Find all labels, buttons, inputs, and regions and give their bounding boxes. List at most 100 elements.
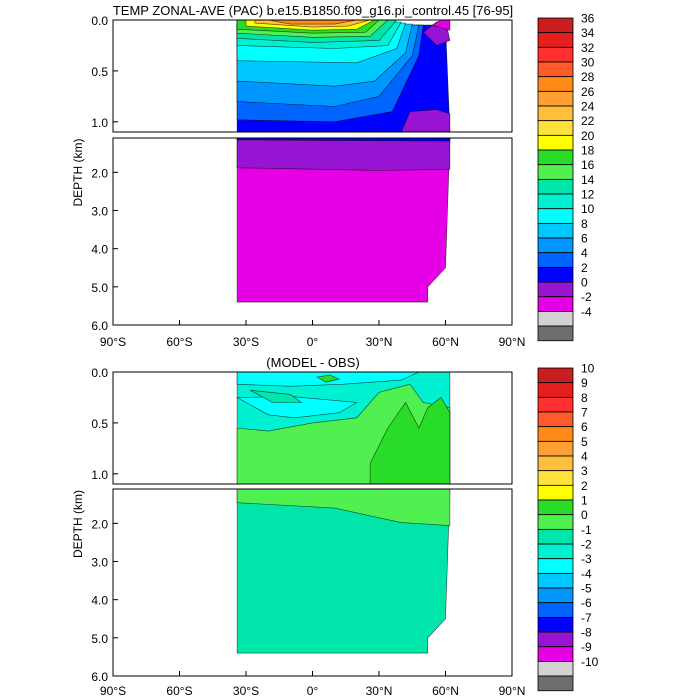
- panel2-colorbar-swatch: [537, 411, 574, 428]
- panel2-colorbar-swatch: [537, 631, 574, 648]
- panel2-colorbar-label: 7: [581, 406, 588, 420]
- panel1-colorbar-swatch: [537, 178, 574, 195]
- panel1-xtick-label: 30°S: [233, 335, 259, 349]
- panel1-lower-ytick-label: 5.0: [91, 281, 108, 295]
- panel2-colorbar-label: -7: [581, 611, 592, 625]
- panel1-colorbar-label: 2: [581, 261, 588, 275]
- panel2-upper-ytick-label: 0.0: [91, 366, 108, 380]
- panel2-colorbar-label: -5: [581, 582, 592, 596]
- panel1-colorbar-swatch: [537, 134, 574, 151]
- panel2-colorbar-swatch: [537, 455, 574, 472]
- panel1-colorbar-swatch: [537, 164, 574, 180]
- panel1-colorbar-label: 8: [581, 217, 588, 231]
- panel1-colorbar-swatch: [537, 193, 574, 210]
- panel1-xtick-label: 60°N: [432, 335, 459, 349]
- panel1-colorbar-swatch: [537, 325, 574, 342]
- panel1-lower-ytick-label: 6.0: [91, 319, 108, 333]
- panel2-upper-field-3: [250, 390, 303, 403]
- panel2-colorbar-swatch: [537, 558, 574, 574]
- panel2-colorbar-label: 4: [581, 450, 588, 464]
- panel2-colorbar-label: 6: [581, 420, 588, 434]
- panel2-colorbar-swatch: [537, 543, 574, 560]
- panel2-colorbar-swatch: [537, 382, 574, 398]
- panel1-colorbar-swatch: [537, 90, 574, 107]
- panel2-colorbar-swatch: [537, 499, 574, 516]
- panel2-colorbar-label: -2: [581, 538, 592, 552]
- panel2-lower-ytick-label: 5.0: [91, 632, 108, 646]
- panel2-xtick-label: 60°S: [166, 684, 192, 698]
- panel1-colorbar-label: 12: [581, 188, 595, 202]
- panel1-xtick-label: 60°S: [166, 335, 192, 349]
- panel2-colorbar-swatch: [537, 587, 574, 604]
- panel2-upper-frame: [112, 371, 513, 485]
- panel1-colorbar-swatch: [537, 32, 574, 48]
- panel2-lower-ytick-label: 4.0: [91, 594, 108, 608]
- panel1-colorbar-swatch: [537, 252, 574, 268]
- panel1-colorbar-label: 6: [581, 232, 588, 246]
- panel2-ylabel: DEPTH (km): [71, 490, 85, 558]
- panel2-lower-ytick-label: 6.0: [91, 670, 108, 684]
- panel2-colorbar-swatch: [537, 470, 574, 486]
- panel1-colorbar-label: 22: [581, 114, 595, 128]
- panel2-colorbar-label: 10: [581, 362, 595, 376]
- panel1-colorbar-swatch: [537, 105, 574, 122]
- panel1-upper-ytick-label: 0.0: [91, 14, 108, 28]
- panel2-colorbar-label: -3: [581, 552, 592, 566]
- panel2-xtick-label: 30°S: [233, 684, 259, 698]
- panel1-colorbar-swatch: [537, 208, 574, 224]
- panel1-colorbar-swatch: [537, 76, 574, 92]
- panel1-colorbar-label: -2: [581, 290, 592, 304]
- panel1-colorbar-label: -4: [581, 305, 592, 319]
- panel1-xtick-label: 30°N: [366, 335, 393, 349]
- panel1-colorbar-swatch: [537, 296, 574, 312]
- panel2-colorbar-label: -8: [581, 626, 592, 640]
- panel2-colorbar-label: -10: [581, 655, 599, 669]
- panel2-xtick-label: 90°N: [499, 684, 526, 698]
- panel1-colorbar-swatch: [537, 46, 574, 63]
- panel1-colorbar-label: 20: [581, 129, 595, 143]
- panel2-lower-ytick-label: 3.0: [91, 556, 108, 570]
- panel2-colorbar-label: 3: [581, 464, 588, 478]
- panel1-colorbar-label: 4: [581, 246, 588, 260]
- panel2-colorbar-label: 0: [581, 508, 588, 522]
- panel2-colorbar-label: 9: [581, 376, 588, 390]
- panel2-colorbar-label: 2: [581, 479, 588, 493]
- panel1-colorbar-label: 32: [581, 41, 595, 55]
- panel1-lower-field-1: [236, 137, 451, 171]
- panel1-colorbar-label: 34: [581, 26, 595, 40]
- panel2-colorbar-label: -9: [581, 640, 592, 654]
- panel2-colorbar-label: 5: [581, 435, 588, 449]
- panel1-lower-ytick-label: 4.0: [91, 243, 108, 257]
- panel1-colorbar-label: 14: [581, 173, 595, 187]
- panel1-colorbar-swatch: [537, 237, 574, 254]
- panel1-colorbar-label: 10: [581, 202, 595, 216]
- panel2-colorbar-swatch: [537, 616, 574, 633]
- panel2-colorbar-label: 1: [581, 494, 588, 508]
- panel2-colorbar-swatch: [537, 646, 574, 662]
- panel1-upper-frame: [112, 19, 513, 133]
- panel2-colorbar-label: -4: [581, 567, 592, 581]
- panel2-colorbar-label: -1: [581, 523, 592, 537]
- panel1-colorbar-swatch: [537, 61, 574, 78]
- panel2-colorbar-swatch: [537, 396, 574, 413]
- panel2-colorbar-swatch: [537, 572, 574, 589]
- panel1-xtick-label: 90°N: [499, 335, 526, 349]
- panel1-colorbar-label: 24: [581, 100, 595, 114]
- panel1-xtick-label: 90°S: [100, 335, 126, 349]
- panel2-xtick-label: 90°S: [100, 684, 126, 698]
- panel2-upper-field-6: [316, 374, 341, 383]
- panel1-lower-ytick-label: 2.0: [91, 166, 108, 180]
- panel2-colorbar-swatch: [537, 661, 574, 677]
- panel1-colorbar-swatch: [537, 120, 574, 136]
- panel1-colorbar-swatch: [537, 266, 574, 283]
- panel2-colorbar-swatch: [537, 675, 574, 692]
- panel2-colorbar-swatch: [537, 602, 574, 618]
- panel2-colorbar-swatch: [537, 514, 574, 530]
- panel1-ylabel: DEPTH (km): [71, 139, 85, 207]
- panel2-colorbar-swatch: [537, 426, 574, 442]
- panel1-colorbar-swatch: [537, 149, 574, 166]
- panel1-colorbar-label: 0: [581, 276, 588, 290]
- panel1-upper-ytick-label: 0.5: [91, 65, 108, 79]
- panel1-xtick-label: 0°: [307, 335, 319, 349]
